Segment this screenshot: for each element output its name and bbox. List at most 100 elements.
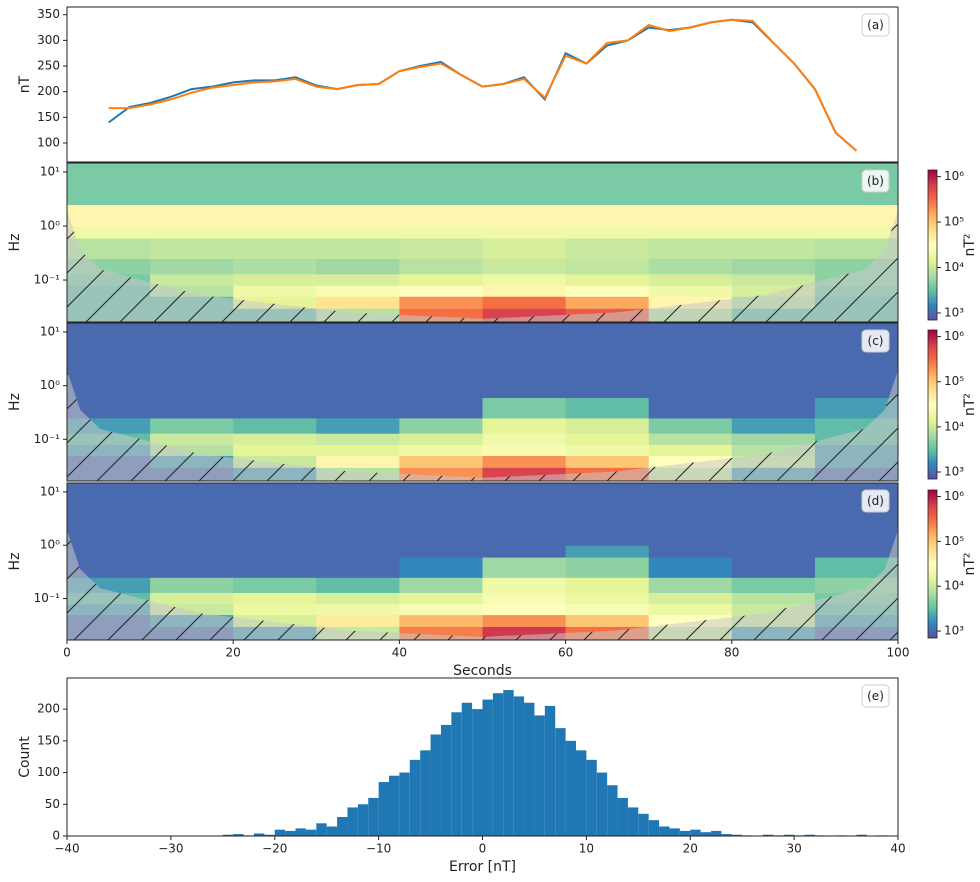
heatmap-cell	[649, 285, 733, 297]
heatmap-cell	[399, 226, 483, 238]
heatmap	[67, 163, 899, 323]
heatmap-cell	[732, 259, 816, 275]
heatmap-cell	[233, 398, 317, 419]
histogram-bar	[524, 703, 534, 836]
heatmap-cell	[732, 386, 816, 398]
heatmap-cell	[399, 163, 483, 205]
heatmap-cell	[815, 545, 899, 557]
heatmap-cell	[566, 226, 650, 238]
heatmap-cell	[233, 274, 317, 286]
histogram-bar	[379, 782, 389, 836]
heatmap-cell	[316, 398, 400, 419]
colorbar-tick-label: 10⁴	[944, 419, 964, 433]
colorbar-label: nT²	[962, 552, 978, 575]
y-tick-label: 10⁻¹	[34, 273, 61, 287]
heatmap-cell	[150, 483, 234, 525]
heatmap-cell	[399, 557, 483, 578]
colorbar-label: nT²	[962, 233, 978, 256]
heatmap-cell	[316, 205, 400, 227]
histogram-bar	[690, 830, 700, 836]
heatmap-cell	[233, 238, 317, 259]
heatmap-cell	[233, 323, 317, 365]
histogram-bar	[358, 804, 368, 836]
heatmap-cell	[483, 604, 567, 615]
heatmap-cell	[150, 592, 234, 604]
heatmap-cell	[566, 398, 650, 419]
heatmap-cell	[67, 524, 151, 546]
y-tick-label: 50	[45, 797, 60, 811]
heatmap-cell	[316, 364, 400, 386]
heatmap-cell	[399, 259, 483, 275]
histogram-bar	[296, 828, 306, 836]
heatmap-cell	[316, 483, 400, 525]
heatmap-cell	[67, 323, 151, 365]
colorbar-tick-label: 10³	[944, 624, 964, 638]
heatmap-cell	[732, 364, 816, 386]
heatmap-cell	[67, 163, 151, 205]
heatmap-cell	[316, 274, 400, 286]
heatmap-cell	[649, 238, 733, 259]
heatmap-cell	[399, 285, 483, 297]
x-tick-label: 0	[63, 646, 71, 660]
heatmap-cell	[483, 545, 567, 557]
heatmap-cell	[233, 545, 317, 557]
heatmap-cell	[399, 577, 483, 593]
heatmap-cell	[233, 444, 317, 455]
heatmap	[67, 483, 899, 641]
histogram-bar	[628, 807, 638, 836]
heatmap-cell	[566, 259, 650, 275]
colorbar-tick-label: 10³	[944, 465, 964, 479]
heatmap-cell	[566, 615, 650, 627]
heatmap-cell	[316, 323, 400, 365]
heatmap-cell	[316, 418, 400, 434]
histogram-bar	[327, 826, 337, 836]
heatmap-cell	[815, 524, 899, 546]
histogram-bar	[638, 814, 648, 836]
heatmap-cell	[399, 444, 483, 455]
heatmap-cell	[150, 323, 234, 365]
heatmap-cell	[233, 483, 317, 525]
heatmap-cell	[316, 592, 400, 604]
heatmap-cell	[732, 433, 816, 445]
heatmap-cell	[483, 205, 567, 227]
histogram-bar	[285, 831, 295, 836]
heatmap-cell	[483, 238, 567, 259]
heatmap-cell	[566, 418, 650, 434]
heatmap-cell	[399, 483, 483, 525]
histogram-bar	[586, 760, 596, 836]
heatmap-cell	[150, 238, 234, 259]
heatmap-cell	[316, 615, 400, 627]
heatmap-cell	[399, 398, 483, 419]
heatmap-cell	[732, 398, 816, 419]
heatmap-cell	[316, 238, 400, 259]
line-series	[109, 20, 857, 151]
heatmap-cell	[67, 226, 151, 238]
histogram-bar	[316, 823, 326, 836]
histogram-bar	[701, 832, 711, 836]
histogram-bar	[451, 712, 461, 836]
histogram-bar	[389, 776, 399, 836]
colorbar	[928, 170, 937, 320]
histogram-bar	[545, 706, 555, 836]
heatmap-cell	[566, 557, 650, 578]
colorbar-label: nT²	[962, 393, 978, 416]
x-axis-label: Seconds	[453, 663, 512, 679]
histogram-bar	[472, 709, 482, 836]
heatmap-cell	[483, 444, 567, 455]
heatmap-cell	[233, 524, 317, 546]
histogram-bar	[347, 807, 357, 836]
heatmap-cell	[566, 323, 650, 365]
heatmap-cell	[316, 259, 400, 275]
x-tick-label: 20	[683, 842, 698, 856]
y-tick-label: 100	[37, 136, 60, 150]
heatmap-cell	[732, 483, 816, 525]
y-tick-label: 200	[37, 84, 60, 98]
heatmap-cell	[483, 226, 567, 238]
heatmap-cell	[732, 323, 816, 365]
heatmap-cell	[399, 545, 483, 557]
heatmap-cell	[649, 364, 733, 386]
heatmap-cell	[150, 259, 234, 275]
heatmap-cell	[316, 226, 400, 238]
heatmap-cell	[316, 386, 400, 398]
heatmap-cell	[316, 557, 400, 578]
